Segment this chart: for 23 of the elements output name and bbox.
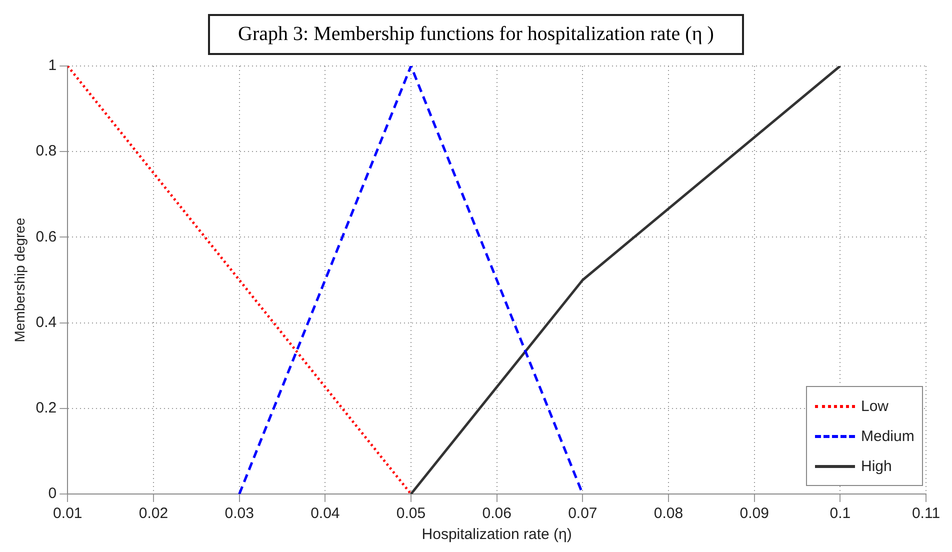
x-tick-label: 0.07 [568, 505, 598, 522]
x-axis-title: Hospitalization rate (η) [422, 526, 572, 544]
x-tick-label: 0.02 [138, 505, 168, 522]
legend-label: High [861, 458, 892, 474]
x-tick-label: 0.1 [830, 505, 851, 522]
x-tick-label: 0.08 [654, 505, 684, 522]
x-tick-label: 0.11 [912, 505, 940, 522]
x-tick-label: 0.01 [53, 505, 82, 522]
x-tick-label: 0.06 [482, 505, 512, 522]
legend-label: Medium [861, 428, 914, 444]
y-tick-label: 0.4 [36, 314, 57, 331]
x-tick-label: 0.04 [310, 505, 340, 522]
x-tick-label: 0.09 [740, 505, 769, 522]
chart-title: Graph 3: Membership functions for hospitalization rate (η ) [208, 14, 744, 55]
legend-label: Low [861, 398, 889, 414]
y-tick-label: 1 [48, 57, 57, 74]
y-tick-label: 0 [48, 485, 57, 502]
x-tick-label: 0.05 [396, 505, 426, 522]
y-tick-label: 0.8 [36, 142, 57, 160]
x-tick-label: 0.03 [224, 505, 254, 522]
y-axis-title: Membership degree [11, 218, 28, 342]
y-tick-label: 0.2 [36, 400, 57, 417]
y-tick-label: 0.6 [36, 228, 57, 246]
